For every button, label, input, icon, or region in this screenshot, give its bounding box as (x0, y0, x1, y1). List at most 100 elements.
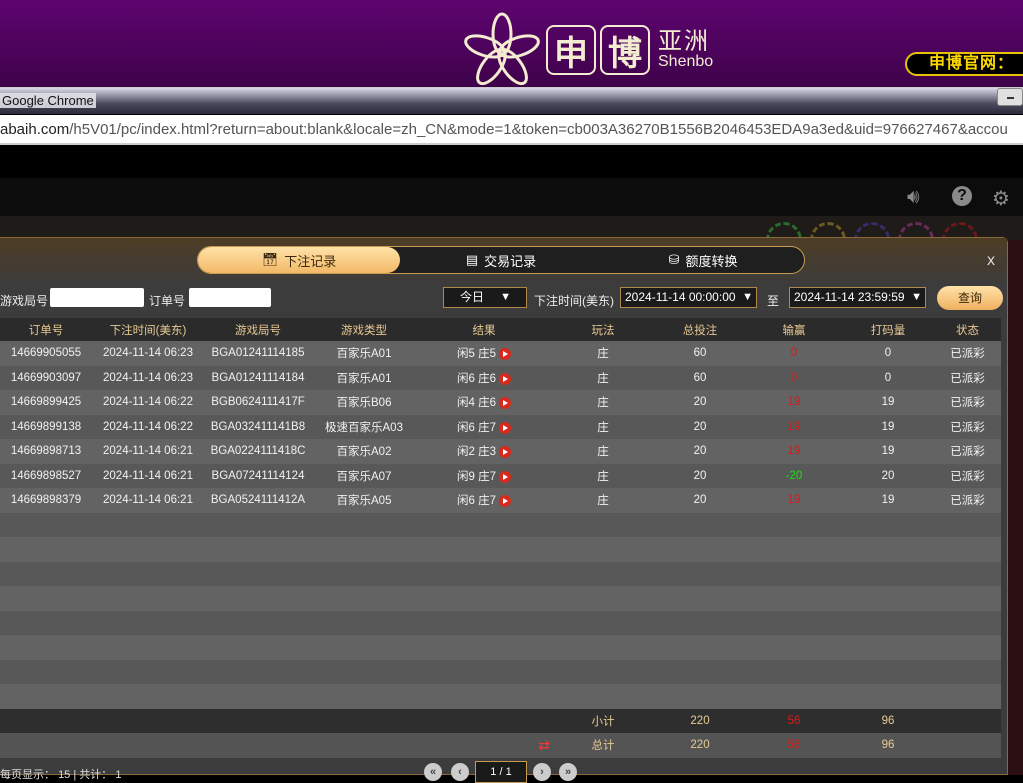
brand-char-1: 申 (546, 25, 596, 75)
cell-game: 百家乐A02 (312, 439, 416, 464)
cell-play: 庄 (552, 463, 654, 488)
empty-row (0, 561, 1001, 586)
round-value: BGA01241114184 (211, 371, 305, 384)
cell-bet: 60 (654, 365, 746, 390)
dropdown-arrow-icon: ▼ (742, 291, 753, 303)
official-site-label[interactable]: 申博官网： (905, 52, 1023, 76)
cell-result: 闲5 庄5 (416, 341, 552, 366)
refresh-icon[interactable]: ⇄ (538, 736, 550, 753)
speaker-icon[interactable]: 🔊︎ (907, 186, 920, 208)
cell-winloss: 19 (746, 414, 842, 439)
cell-result: 闲6 庄6 (416, 365, 552, 390)
end-time-select[interactable]: 2024-11-14 23:59:59 ▼ (789, 287, 926, 308)
query-button[interactable]: 查询 (937, 286, 1003, 310)
subtotal-bet: 220 (654, 708, 746, 733)
result-value: 闲9 庄7 (457, 470, 496, 483)
play-replay-icon[interactable] (499, 348, 511, 361)
status-value: 已派彩 (950, 397, 985, 410)
cell-play: 庄 (552, 439, 654, 464)
next-page-button[interactable]: › (533, 763, 551, 781)
last-page-button[interactable]: » (559, 763, 577, 781)
bet-value: 20 (693, 420, 707, 433)
play-replay-icon[interactable] (499, 372, 511, 385)
minimize-button[interactable] (997, 88, 1023, 106)
result-value: 闲6 庄7 (457, 421, 496, 434)
cell-order: 14669905055 (0, 341, 92, 366)
table-row[interactable]: 14669898527 2024-11-14 06:21 BGA0724111412… (0, 463, 1001, 488)
round-value: BGA07241114124 (211, 469, 305, 482)
start-time-value: 2024-11-14 00:00:00 (625, 290, 736, 304)
address-bar[interactable]: abaih.com/h5V01/pc/index.html?return=abo… (0, 115, 1023, 145)
start-time-select[interactable]: 2024-11-14 00:00:00 ▼ (620, 287, 757, 308)
prev-page-button[interactable]: ‹ (451, 763, 469, 781)
play-replay-icon[interactable] (499, 421, 511, 434)
table-row[interactable]: 14669899138 2024-11-14 06:22 BGA032411141B… (0, 414, 1001, 439)
cell-status: 已派彩 (934, 390, 1001, 415)
gear-icon[interactable]: ⚙ (992, 188, 1010, 210)
brand-sub-cn: 亚洲 (658, 28, 710, 55)
round-value: BGA0224111418C (210, 445, 306, 458)
column-header: 打码量 (842, 318, 934, 341)
background-panel (1008, 240, 1023, 775)
table-row[interactable]: 14669903097 2024-11-14 06:23 BGA0124111418… (0, 365, 1001, 390)
cell-bet: 60 (654, 341, 746, 366)
table-row[interactable]: 14669898379 2024-11-14 06:21 BGA0524111412… (0, 488, 1001, 513)
total-winloss: 56 (746, 733, 842, 758)
round-input[interactable] (50, 288, 144, 307)
help-icon[interactable]: ? (952, 186, 972, 206)
tab-transaction-records[interactable]: ▤ 交易记录 (400, 247, 602, 273)
cell-time: 2024-11-14 06:21 (92, 488, 204, 513)
play-replay-icon[interactable] (499, 495, 511, 508)
order-input[interactable] (189, 288, 271, 307)
cell-game: 百家乐A05 (312, 488, 416, 513)
cell-order: 14669898713 (0, 439, 92, 464)
table-row[interactable]: 14669899425 2024-11-14 06:22 BGB0624111417… (0, 390, 1001, 415)
game-value: 百家乐A01 (336, 372, 392, 385)
time-value: 2024-11-14 06:22 (103, 396, 193, 409)
play-replay-icon[interactable] (499, 470, 511, 483)
empty-row (0, 610, 1001, 635)
end-time-value: 2024-11-14 23:59:59 (794, 290, 905, 304)
page-indicator[interactable]: 1 / 1 (475, 761, 527, 783)
play-value: 庄 (597, 446, 609, 459)
calendar-icon: 📅︎ (261, 252, 279, 267)
range-select[interactable]: 今日 ▼ (443, 287, 527, 308)
total-bet: 220 (654, 733, 746, 758)
winloss-value: 19 (787, 445, 801, 458)
tab-bet-records[interactable]: 📅︎ 下注记录 (198, 247, 400, 273)
per-page-value: 15 (58, 769, 71, 781)
result-value: 闲5 庄5 (457, 348, 496, 361)
order-value: 14669898527 (10, 469, 82, 482)
play-value: 庄 (597, 421, 609, 434)
winloss-value: -20 (785, 469, 803, 482)
order-value: 14669899425 (10, 396, 82, 409)
cell-time: 2024-11-14 06:21 (92, 463, 204, 488)
cell-time: 2024-11-14 06:22 (92, 414, 204, 439)
play-replay-icon[interactable] (499, 397, 511, 410)
first-page-button[interactable]: « (424, 763, 442, 781)
winloss-value: 19 (787, 396, 801, 409)
bet-value: 60 (693, 347, 707, 360)
table-row[interactable]: 14669898713 2024-11-14 06:21 BGA0224111418… (0, 439, 1001, 464)
cell-order: 14669899138 (0, 414, 92, 439)
game-value: 极速百家乐A03 (325, 421, 403, 434)
time-value: 2024-11-14 06:21 (103, 494, 193, 507)
empty-row (0, 586, 1001, 611)
play-replay-icon[interactable] (499, 446, 511, 459)
total-row: ⇄ 总计 220 56 96 (0, 733, 1001, 758)
tab-credit-transfer[interactable]: ⛁ 额度转换 (602, 247, 804, 273)
url-path: /h5V01/pc/index.html?return=about:blank&… (69, 121, 1008, 138)
cell-play: 庄 (552, 390, 654, 415)
cell-round: BGB0624111417F (204, 390, 312, 415)
status-value: 已派彩 (950, 421, 985, 434)
cell-bet: 20 (654, 390, 746, 415)
table-row[interactable]: 14669905055 2024-11-14 06:23 BGA0124111418… (0, 341, 1001, 366)
close-button[interactable]: x (987, 252, 995, 269)
order-value: 14669905055 (10, 347, 82, 360)
cell-round: BGA07241114124 (204, 463, 312, 488)
cell-result: 闲4 庄6 (416, 390, 552, 415)
subtotal-row: 小计 220 56 96 (0, 708, 1001, 733)
cell-round: BGA01241114184 (204, 365, 312, 390)
result-value: 闲2 庄3 (457, 446, 496, 459)
game-value: 百家乐A01 (336, 348, 392, 361)
